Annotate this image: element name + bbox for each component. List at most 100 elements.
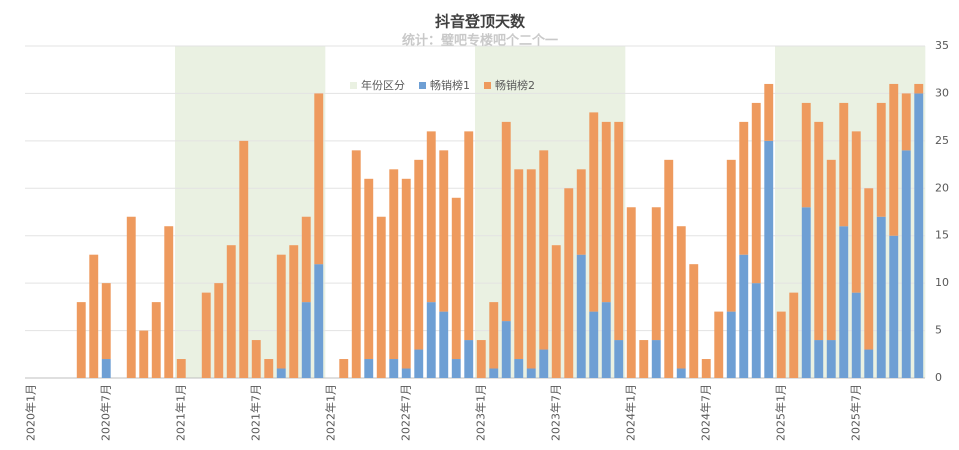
- bar-segment: [914, 93, 924, 378]
- bar-segment: [401, 368, 411, 378]
- bar-segment: [414, 349, 424, 378]
- bar-segment: [889, 235, 899, 378]
- bar-segment: [289, 245, 299, 378]
- bar-segment: [864, 188, 874, 350]
- bar-segment: [776, 311, 786, 378]
- bar-segment: [164, 226, 174, 378]
- bar-segment: [601, 302, 611, 378]
- x-tick-label: 2024年7月: [698, 384, 712, 441]
- bar-segment: [264, 359, 274, 378]
- x-tick-label: 2022年7月: [398, 384, 412, 441]
- bar-segment: [201, 292, 211, 378]
- bar-segment: [526, 368, 536, 378]
- bar-segment: [714, 311, 724, 378]
- x-tick-label: 2020年7月: [98, 384, 112, 441]
- year-band: [775, 46, 788, 378]
- bar-segment: [726, 159, 736, 312]
- bar-segment: [651, 340, 661, 378]
- bar-segment: [426, 131, 436, 303]
- bar-segment: [589, 311, 599, 378]
- y-tick-label: 0: [935, 371, 942, 384]
- bar-segment: [814, 340, 824, 378]
- y-tick-label: 25: [935, 134, 949, 147]
- bar-segment: [876, 216, 886, 378]
- bar-segment: [801, 102, 811, 208]
- x-tick-label: 2023年7月: [548, 384, 562, 441]
- legend-label: 畅销榜2: [495, 78, 535, 92]
- x-tick-label: 2022年1月: [323, 384, 337, 441]
- legend-swatch: [484, 82, 491, 89]
- bar-segment: [214, 283, 224, 378]
- bar-segment: [314, 264, 324, 378]
- bar-segment: [464, 131, 474, 341]
- bar-segment: [801, 207, 811, 378]
- bar-segment: [689, 264, 699, 378]
- x-tick-label: 2020年1月: [23, 384, 37, 441]
- bar-segment: [451, 359, 461, 378]
- bar-segment: [876, 102, 886, 217]
- year-band: [250, 46, 263, 378]
- bar-segment: [476, 340, 486, 378]
- legend-label: 年份区分: [361, 78, 405, 92]
- bar-segment: [489, 302, 499, 369]
- x-tick-label: 2025年7月: [848, 384, 862, 441]
- bar-segment: [176, 359, 186, 378]
- x-tick-label: 2025年1月: [773, 384, 787, 441]
- bar-segment: [564, 188, 574, 378]
- bar-segment: [676, 368, 686, 378]
- bar-segment: [814, 121, 824, 341]
- bar-segment: [751, 102, 761, 284]
- bar-segment: [151, 302, 161, 378]
- bar-segment: [389, 169, 399, 360]
- bar-segment: [339, 359, 349, 378]
- bar-segment: [101, 283, 111, 360]
- chart-subtitle: 统计：璧吧专楼吧个二个一: [402, 33, 558, 49]
- bar-segment: [589, 112, 599, 312]
- year-band: [187, 46, 201, 378]
- bar-segment: [889, 83, 899, 236]
- bar-segment: [276, 254, 286, 369]
- x-tick-label: 2024年1月: [623, 384, 637, 441]
- legend-label: 畅销榜1: [430, 78, 470, 92]
- bar-segment: [364, 359, 374, 378]
- bar-segment: [789, 292, 799, 378]
- bar-segment: [251, 340, 261, 378]
- bar-segment: [851, 131, 861, 293]
- bar-segment: [914, 83, 924, 94]
- bar-segment: [839, 226, 849, 378]
- bar-segment: [139, 330, 149, 378]
- year-band: [487, 46, 501, 378]
- y-tick-label: 35: [935, 39, 949, 52]
- bar-segment: [764, 140, 774, 378]
- bar-segment: [376, 216, 386, 378]
- y-tick-label: 30: [935, 86, 949, 99]
- bar-segment: [614, 121, 624, 341]
- bar-segment: [626, 207, 636, 378]
- x-tick-label: 2021年1月: [173, 384, 187, 441]
- bar-segment: [514, 169, 524, 360]
- bar-segment: [226, 245, 236, 378]
- bar-segment: [576, 254, 586, 378]
- bar-segment: [651, 207, 661, 341]
- y-tick-label: 5: [935, 324, 942, 337]
- year-band: [475, 46, 488, 378]
- bar-segment: [389, 359, 399, 378]
- bar-segment: [514, 359, 524, 378]
- bar-segment: [614, 340, 624, 378]
- bar-segment: [739, 254, 749, 378]
- bar-segment: [276, 368, 286, 378]
- bar-segment: [639, 340, 649, 378]
- year-band: [175, 46, 188, 378]
- bar-segment: [414, 159, 424, 350]
- bar-segment: [901, 93, 911, 151]
- bar-segment: [739, 121, 749, 255]
- x-tick-label: 2023年1月: [473, 384, 487, 441]
- legend-swatch: [350, 82, 357, 89]
- bar-segment: [539, 349, 549, 378]
- bar-segment: [464, 340, 474, 378]
- bar-segment: [301, 216, 311, 303]
- y-tick-label: 10: [935, 276, 949, 289]
- bar-segment: [76, 302, 86, 378]
- bar-segment: [239, 140, 249, 378]
